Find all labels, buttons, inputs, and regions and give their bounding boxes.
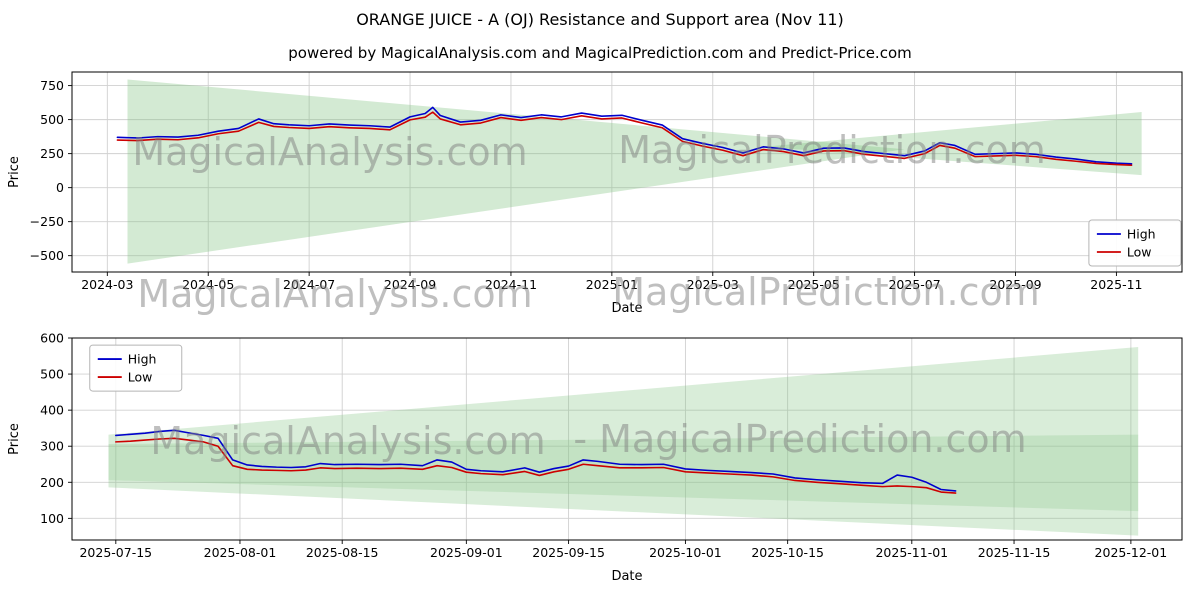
- svg-text:2024-07: 2024-07: [283, 277, 335, 292]
- svg-text:2025-09-15: 2025-09-15: [532, 545, 605, 560]
- svg-text:2025-08-01: 2025-08-01: [204, 545, 277, 560]
- svg-text:Price: Price: [7, 423, 22, 455]
- svg-text:2024-09: 2024-09: [384, 277, 436, 292]
- svg-text:500: 500: [40, 367, 64, 382]
- svg-text:High: High: [128, 352, 157, 367]
- svg-text:2025-07-15: 2025-07-15: [79, 545, 152, 560]
- top-price-chart: 2024-03 2024-05 2024-07 2024-09 2024-11 2025-…: [7, 71, 1183, 316]
- svg-text:Low: Low: [1127, 245, 1152, 260]
- svg-text:2025-10-15: 2025-10-15: [751, 545, 824, 560]
- svg-text:2025-07: 2025-07: [888, 277, 940, 292]
- svg-text:2025-11-15: 2025-11-15: [978, 545, 1051, 560]
- svg-text:−250: −250: [30, 214, 64, 229]
- svg-text:2025-03: 2025-03: [687, 277, 739, 292]
- svg-text:Low: Low: [128, 370, 153, 385]
- svg-text:2024-11: 2024-11: [485, 277, 537, 292]
- svg-text:2025-10-01: 2025-10-01: [649, 545, 722, 560]
- svg-text:400: 400: [40, 403, 64, 418]
- chart-subtitle: powered by MagicalAnalysis.com and Magic…: [288, 44, 912, 62]
- svg-text:100: 100: [40, 511, 64, 526]
- svg-text:300: 300: [40, 439, 64, 454]
- svg-text:2025-09: 2025-09: [989, 277, 1041, 292]
- svg-text:2025-11-01: 2025-11-01: [875, 545, 948, 560]
- svg-text:Price: Price: [7, 156, 22, 188]
- svg-text:600: 600: [40, 331, 64, 346]
- svg-text:2025-12-01: 2025-12-01: [1095, 545, 1168, 560]
- svg-text:2025-09-01: 2025-09-01: [430, 545, 503, 560]
- svg-text:−500: −500: [30, 248, 64, 263]
- svg-text:200: 200: [40, 475, 64, 490]
- svg-text:2025-08-15: 2025-08-15: [306, 545, 379, 560]
- svg-text:0: 0: [56, 180, 64, 195]
- svg-text:2025-01: 2025-01: [586, 277, 638, 292]
- svg-text:2025-05: 2025-05: [788, 277, 840, 292]
- svg-text:750: 750: [40, 78, 64, 93]
- svg-text:Date: Date: [611, 301, 642, 316]
- svg-text:High: High: [1127, 227, 1156, 242]
- svg-text:500: 500: [40, 112, 64, 127]
- svg-text:2024-05: 2024-05: [182, 277, 234, 292]
- chart-title: ORANGE JUICE - A (OJ) Resistance and Sup…: [356, 10, 844, 29]
- svg-text:2024-03: 2024-03: [81, 277, 133, 292]
- svg-text:2025-11: 2025-11: [1090, 277, 1142, 292]
- svg-text:250: 250: [40, 146, 64, 161]
- svg-text:Date: Date: [611, 569, 642, 584]
- bottom-price-chart: 2025-07-15 2025-08-01 2025-08-15 2025-09-01…: [7, 331, 1183, 584]
